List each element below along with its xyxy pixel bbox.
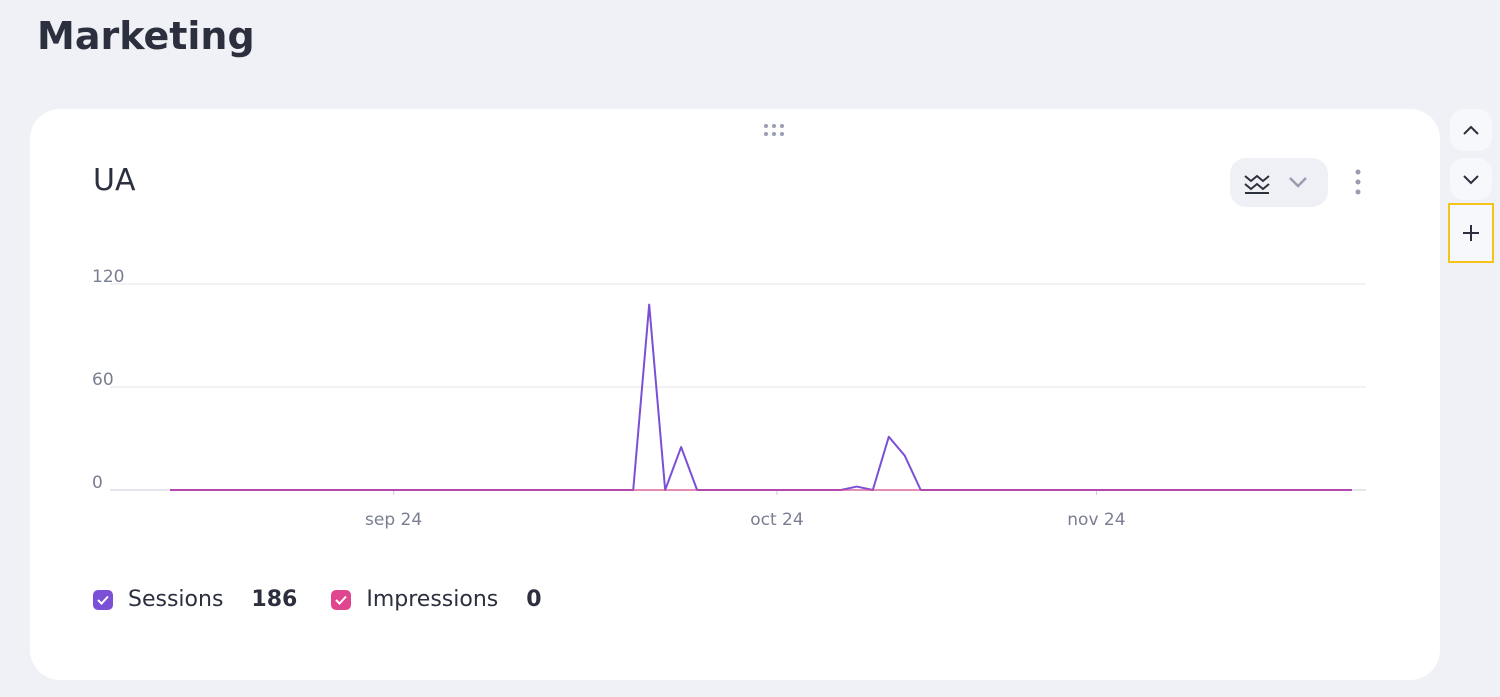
y-tick-label: 120 bbox=[92, 267, 124, 287]
chart-type-button[interactable] bbox=[1230, 158, 1328, 207]
move-down-button[interactable] bbox=[1450, 158, 1492, 200]
y-tick-label: 0 bbox=[92, 473, 103, 493]
legend: Sessions 186 Impressions 0 bbox=[93, 587, 576, 612]
legend-label: Impressions bbox=[366, 587, 499, 612]
more-menu[interactable] bbox=[1353, 168, 1363, 198]
chart: 0 60 120 sep 24 oct 24 nov 24 bbox=[92, 267, 1366, 530]
y-tick-label: 60 bbox=[92, 370, 114, 390]
x-tick-label: oct 24 bbox=[750, 510, 803, 530]
legend-checkbox[interactable] bbox=[331, 589, 352, 610]
drag-handle[interactable] bbox=[763, 123, 785, 139]
x-tick-label: sep 24 bbox=[365, 510, 422, 530]
page-title: Marketing bbox=[37, 14, 255, 58]
legend-total: 186 bbox=[251, 587, 298, 612]
move-up-button[interactable] bbox=[1450, 109, 1492, 151]
widget-title: UA bbox=[93, 163, 136, 198]
widget-card: UA 0 60 120 sep 24 oct 24 nov 24 Sessions 186 I… bbox=[30, 109, 1440, 680]
series-line bbox=[170, 303, 1352, 491]
x-tick-label: nov 24 bbox=[1067, 510, 1125, 530]
legend-total: 0 bbox=[526, 587, 542, 612]
add-widget-button[interactable] bbox=[1448, 203, 1494, 263]
legend-label: Sessions bbox=[128, 587, 224, 612]
legend-checkbox[interactable] bbox=[93, 589, 113, 610]
